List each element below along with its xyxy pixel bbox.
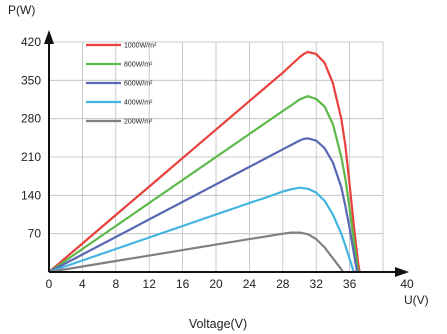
x-tick-label: 20 [209,277,223,291]
x-tick-label: 12 [143,277,157,291]
legend-label-1: 1000W/m² [124,43,157,50]
series-line-5 [48,231,344,274]
series-line-4 [48,186,355,274]
y-axis-arrow [44,30,54,44]
x-tick-label: 0 [46,277,53,291]
x-axis-unit-label: U(V) [404,293,429,307]
series-line-1 [48,50,361,273]
x-tick-labels: 0 4 8 12 16 20 24 28 32 36 40 [46,277,414,291]
x-tick-label: 4 [79,277,86,291]
series-line-3 [48,137,359,273]
legend: 1000W/m² 800W/m² 600W/m² 400W/m² 200W/m² [86,43,157,126]
y-tick-label: 350 [21,73,41,87]
x-tick-label: 32 [310,277,324,291]
y-axis-title: P(W) [8,3,35,17]
x-axis-arrow [395,267,409,277]
legend-label-4: 400W/m² [124,100,153,107]
legend-label-3: 600W/m² [124,81,153,88]
y-tick-label: 140 [21,188,41,202]
y-tick-labels: 70 140 210 280 350 420 [21,35,41,241]
x-tick-label: 28 [276,277,290,291]
y-tick-label: 210 [21,150,41,164]
series-line-2 [48,95,360,273]
y-tick-label: 280 [21,112,41,126]
y-tick-label: 70 [28,227,42,241]
x-tick-label: 24 [243,277,257,291]
y-tick-label: 420 [21,35,41,49]
x-tick-label: 36 [343,277,357,291]
axes [44,30,409,277]
x-tick-label: 16 [176,277,190,291]
legend-label-2: 800W/m² [124,62,153,69]
x-tick-label: 40 [400,277,414,291]
legend-label-5: 200W/m² [124,119,153,126]
curves [48,50,361,274]
x-axis-title: Voltage(V) [189,317,247,331]
x-tick-label: 8 [112,277,119,291]
